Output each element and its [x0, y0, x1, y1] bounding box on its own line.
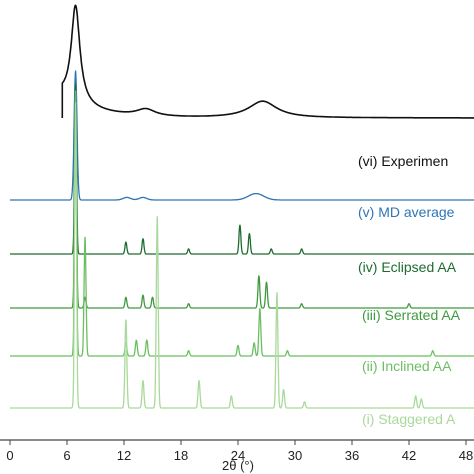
x-axis-title: 2θ (°)	[222, 458, 254, 473]
x-tick-label: 18	[174, 448, 188, 463]
series-label-4: (iii) Serrated AA	[362, 307, 461, 323]
x-tick-label: 24	[231, 448, 245, 463]
series-line-5	[9, 90, 474, 357]
series-line-2	[9, 70, 474, 201]
x-tick-label: 48	[459, 448, 473, 463]
x-tick-label: 6	[63, 448, 70, 463]
series-label-3: (iv) Eclipsed AA	[358, 259, 457, 275]
x-tick-label: 30	[288, 448, 302, 463]
x-tick-label: 36	[345, 448, 359, 463]
series-label-6: (i) Staggered A	[362, 411, 456, 427]
series-line-4	[9, 92, 474, 309]
x-tick-label: 42	[402, 448, 416, 463]
series-curves	[9, 4, 474, 409]
series-label-5: (ii) Inclined AA	[362, 358, 452, 374]
series-label-1: (vi) Experimen	[358, 153, 448, 169]
series-line-1	[61, 4, 474, 119]
x-tick-label: 12	[117, 448, 131, 463]
x-axis-ticks: 0 6 12 18 24 30 36 42 48	[6, 440, 473, 463]
series-label-2: (v) MD average	[358, 204, 455, 220]
series-line-3	[9, 83, 474, 255]
series-labels: (vi) Experimen (v) MD average (iv) Eclipse…	[358, 153, 461, 427]
x-tick-label: 0	[6, 448, 13, 463]
series-line-6	[9, 102, 474, 409]
